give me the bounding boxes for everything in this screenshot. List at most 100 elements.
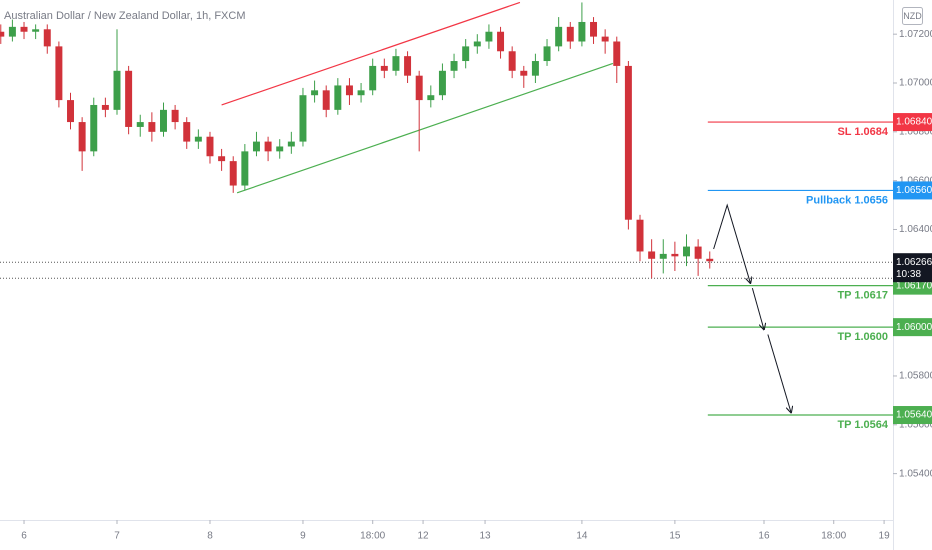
candle-body xyxy=(566,26,574,42)
candle-body xyxy=(136,122,144,127)
x-tick-label: 9 xyxy=(300,531,306,542)
candle-body xyxy=(229,161,237,186)
candle-body xyxy=(218,156,226,162)
candle-body xyxy=(520,70,528,76)
tag-layer: 1.06840 1.06560 1.06170 1.06000 1.05640 1.062… xyxy=(893,113,932,425)
candle-body xyxy=(345,85,353,96)
x-tick-label: 8 xyxy=(207,531,213,542)
candle-body xyxy=(183,122,191,142)
y-tick-label: 1.05600 xyxy=(899,419,932,430)
level-tag-label: 1.06170 xyxy=(896,280,932,291)
level-label: Pullback 1.0656 xyxy=(806,194,888,206)
candle-body xyxy=(462,46,470,62)
candle-body xyxy=(357,90,365,96)
candle-body xyxy=(241,151,249,186)
candle-body xyxy=(613,41,621,66)
currency-box[interactable] xyxy=(902,7,923,25)
x-tick-label: 12 xyxy=(417,531,429,542)
current-price-label: 1.06266 xyxy=(896,257,932,268)
candle-body xyxy=(252,141,260,152)
y-tick-label: 1.05400 xyxy=(899,468,932,479)
level-tag xyxy=(893,318,932,337)
candle-body xyxy=(194,136,202,142)
candle-body xyxy=(531,61,539,76)
candle-body xyxy=(113,70,121,110)
candle-body xyxy=(438,70,446,96)
chart-title: Australian Dollar / New Zealand Dollar, … xyxy=(4,10,245,22)
y-tick-label: 1.06400 xyxy=(899,224,932,235)
candle-body xyxy=(264,141,272,152)
candle-body xyxy=(543,46,551,62)
level-tag-label: 1.06840 xyxy=(896,117,932,128)
candle-body xyxy=(555,26,563,47)
projection-arrow xyxy=(767,334,791,412)
channel-line xyxy=(236,62,614,194)
candle-body xyxy=(299,95,307,142)
candle-body xyxy=(624,65,632,220)
y-tick-label: 1.06800 xyxy=(899,126,932,137)
level-tag-label: 1.06000 xyxy=(896,322,932,333)
candle-body xyxy=(20,26,28,32)
candle-body xyxy=(32,29,40,32)
level-tag xyxy=(893,406,932,425)
candle-body xyxy=(67,100,74,123)
candle-body xyxy=(101,104,109,110)
x-tick-label: 13 xyxy=(479,531,491,542)
candle-body xyxy=(43,29,51,47)
currency-label: NZD xyxy=(903,11,922,21)
x-tick-label: 7 xyxy=(114,531,120,542)
level-tag-label: 1.05640 xyxy=(896,410,932,421)
candle-body xyxy=(497,31,505,52)
candle-body xyxy=(276,146,284,152)
y-tick-label: 1.05800 xyxy=(899,371,932,382)
plot-layer: SL 1.0684 Pullback 1.0656 TP 1.0617 TP 1.06… xyxy=(0,1,893,431)
candle-body xyxy=(450,61,458,71)
projection-arrow xyxy=(751,287,764,330)
channel-line xyxy=(221,1,521,106)
level-label: TP 1.0600 xyxy=(837,331,888,343)
candle-body xyxy=(148,122,156,132)
x-tick-label: 16 xyxy=(758,531,770,542)
level-tag-label: 1.06560 xyxy=(896,185,932,196)
candle-body xyxy=(160,109,167,132)
level-label: SL 1.0684 xyxy=(837,126,888,138)
candle-body xyxy=(683,246,690,257)
x-tick-label: 19 xyxy=(879,531,891,542)
y-tick-label: 1.07000 xyxy=(899,78,932,89)
projection-arrow xyxy=(713,203,751,283)
level-tag xyxy=(893,113,932,132)
current-price-tag xyxy=(893,253,932,283)
candle-body xyxy=(369,65,377,91)
candle-body xyxy=(55,46,63,101)
countdown-label: 10:38 xyxy=(896,269,921,280)
y-tick-label: 1.06600 xyxy=(899,175,932,186)
candle-body xyxy=(171,109,179,123)
x-tick-label: 18:00 xyxy=(360,531,385,542)
candle-body xyxy=(508,51,516,71)
candle-body xyxy=(8,26,16,37)
x-tick-label: 14 xyxy=(576,531,588,542)
candle-body xyxy=(706,258,714,262)
level-tag xyxy=(893,181,932,200)
candle-body xyxy=(404,56,412,76)
candle-body xyxy=(601,36,609,42)
candle-body xyxy=(671,253,679,257)
candle-body xyxy=(78,122,86,152)
candle-body xyxy=(322,90,330,110)
x-tick-label: 15 xyxy=(669,531,681,542)
candle-body xyxy=(380,65,388,71)
y-tick-label: 1.07200 xyxy=(899,29,932,40)
candle-body xyxy=(311,90,319,96)
candle-body xyxy=(392,56,400,71)
candle-body xyxy=(334,85,342,110)
x-tick-label: 18:00 xyxy=(821,531,846,542)
candle-body xyxy=(485,31,493,42)
candle-body xyxy=(694,246,702,259)
candle-body xyxy=(648,251,656,259)
candle-body xyxy=(415,75,423,101)
candle-body xyxy=(427,95,435,101)
candle-body xyxy=(578,21,586,42)
